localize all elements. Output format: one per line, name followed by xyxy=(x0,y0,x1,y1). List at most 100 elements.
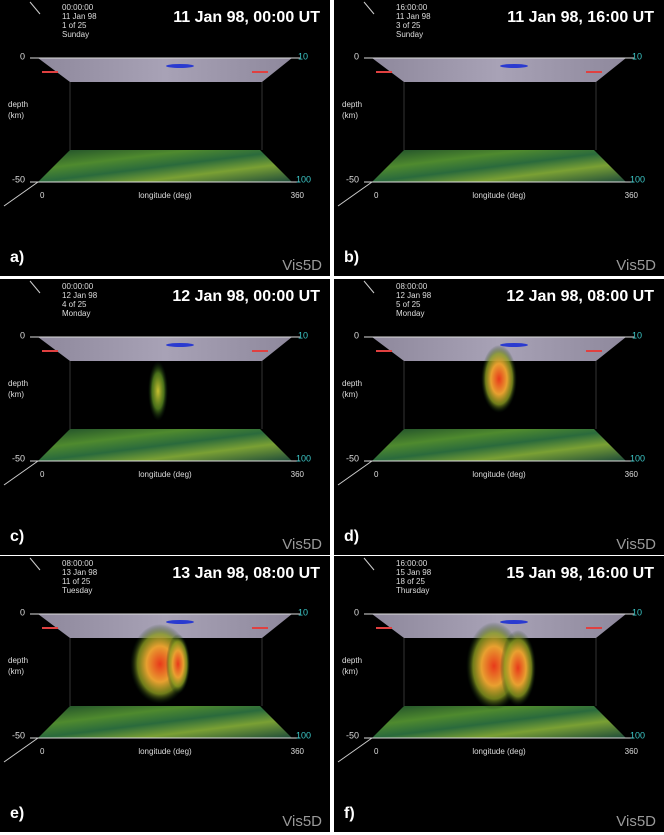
axis-line xyxy=(3,460,39,486)
depth-label: depth xyxy=(8,656,28,665)
panel-label: c) xyxy=(10,528,24,545)
panel-title: 15 Jan 98, 16:00 UT xyxy=(506,565,654,582)
time-stamp: 1 of 25 xyxy=(62,21,87,30)
time-stamp: 11 Jan 98 xyxy=(396,12,431,21)
top-right-label: 10 xyxy=(298,330,308,340)
depth-bottom: -50 xyxy=(12,453,25,463)
depth-top: 0 xyxy=(354,330,359,340)
bottom-right-label: 100 xyxy=(630,453,645,463)
time-stamp: 3 of 25 xyxy=(396,21,421,30)
surface-feature xyxy=(500,620,528,624)
x-label: longitude (deg) xyxy=(138,191,192,200)
stamp-arrow xyxy=(363,280,375,294)
depth-bottom: -50 xyxy=(346,174,359,184)
panel-label: e) xyxy=(10,805,24,822)
surface-feature xyxy=(166,343,194,347)
depth-label: (km) xyxy=(342,390,358,399)
bottom-right-label: 100 xyxy=(296,730,311,740)
axis-line xyxy=(337,181,373,207)
time-stamp: Monday xyxy=(62,309,90,318)
bottom-plane xyxy=(372,429,626,461)
depth-label: (km) xyxy=(8,667,24,676)
x-end: 360 xyxy=(291,191,305,200)
stamp-arrow xyxy=(363,557,375,571)
x-label: longitude (deg) xyxy=(138,747,192,756)
x-start: 0 xyxy=(374,747,379,756)
watermark: Vis5D xyxy=(282,257,322,274)
x-label: longitude (deg) xyxy=(472,470,526,479)
time-stamp: 00:00:00 xyxy=(62,3,94,12)
x-start: 0 xyxy=(40,747,45,756)
watermark: Vis5D xyxy=(616,536,656,553)
time-stamp: Thursday xyxy=(396,586,429,595)
x-end: 360 xyxy=(625,747,639,756)
top-right-label: 10 xyxy=(632,607,642,617)
bottom-plane xyxy=(38,150,292,182)
x-end: 360 xyxy=(625,470,639,479)
bottom-right-label: 100 xyxy=(630,174,645,184)
time-stamp: 11 of 25 xyxy=(62,577,91,586)
surface-feature xyxy=(166,620,194,624)
depth-label: depth xyxy=(8,100,28,109)
time-stamp: 18 of 25 xyxy=(396,577,425,586)
panel-label: a) xyxy=(10,249,24,266)
depth-label: depth xyxy=(342,656,362,665)
panel-background xyxy=(334,279,664,555)
depth-top: 0 xyxy=(354,51,359,61)
depth-label: depth xyxy=(342,100,362,109)
depth-bottom: -50 xyxy=(12,174,25,184)
time-stamp: 16:00:00 xyxy=(396,3,428,12)
depth-bottom: -50 xyxy=(346,730,359,740)
axis-line xyxy=(337,737,373,763)
x-start: 0 xyxy=(40,470,45,479)
top-right-label: 10 xyxy=(298,607,308,617)
bottom-plane xyxy=(372,706,626,738)
plume xyxy=(148,361,168,421)
x-label: longitude (deg) xyxy=(472,747,526,756)
top-plane xyxy=(38,337,292,361)
panel-background xyxy=(0,279,330,555)
top-right-label: 10 xyxy=(632,330,642,340)
bottom-right-label: 100 xyxy=(296,174,311,184)
panel-title: 11 Jan 98, 00:00 UT xyxy=(173,9,320,26)
bottom-plane xyxy=(38,706,292,738)
bottom-right-label: 100 xyxy=(296,453,311,463)
time-stamp: 08:00:00 xyxy=(396,282,428,291)
axis-line xyxy=(3,181,39,207)
bottom-plane xyxy=(372,150,626,182)
watermark: Vis5D xyxy=(282,536,322,553)
top-plane xyxy=(38,58,292,82)
time-stamp: 00:00:00 xyxy=(62,282,94,291)
stamp-arrow xyxy=(363,1,375,15)
time-stamp: 13 Jan 98 xyxy=(62,568,98,577)
top-right-label: 10 xyxy=(632,51,642,61)
x-end: 360 xyxy=(291,470,305,479)
plume xyxy=(500,630,536,706)
x-label: longitude (deg) xyxy=(472,191,526,200)
time-stamp: 12 Jan 98 xyxy=(396,291,432,300)
stamp-arrow xyxy=(29,557,41,571)
time-stamp: Sunday xyxy=(62,30,89,39)
depth-label: (km) xyxy=(342,667,358,676)
top-plane xyxy=(372,58,626,82)
watermark: Vis5D xyxy=(616,813,656,830)
bottom-right-label: 100 xyxy=(630,730,645,740)
x-start: 0 xyxy=(374,191,379,200)
stamp-arrow xyxy=(29,280,41,294)
x-start: 0 xyxy=(40,191,45,200)
time-stamp: 16:00:00 xyxy=(396,559,428,568)
axis-line xyxy=(337,460,373,486)
time-stamp: 4 of 25 xyxy=(62,300,87,309)
stamp-arrow xyxy=(29,1,41,15)
panel-label: b) xyxy=(344,249,359,266)
depth-label: depth xyxy=(342,379,362,388)
surface-feature xyxy=(166,64,194,68)
x-label: longitude (deg) xyxy=(138,470,192,479)
depth-bottom: -50 xyxy=(346,453,359,463)
panel-background xyxy=(334,0,664,276)
